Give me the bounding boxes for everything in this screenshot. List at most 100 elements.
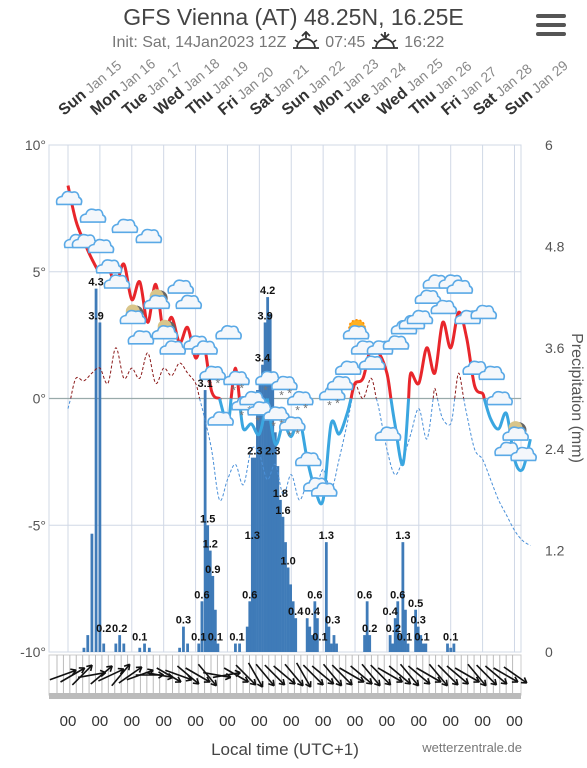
wind-arrow-shaft: [90, 665, 113, 685]
wind-arrow-head: [366, 678, 373, 685]
wind-arrow-icon: [322, 663, 343, 687]
axes: Precipitation (mm) 10° 5° 0° -5° -10° 6 4.8 3.6…: [20, 137, 585, 660]
hour-label: 00: [474, 713, 491, 730]
precip-value-label: 0.3: [325, 615, 340, 627]
precip-value-label: 0.1: [132, 632, 147, 644]
snowflake-mark: *: [239, 381, 244, 395]
precip-bar: [406, 643, 410, 652]
wind-arrow-shaft: [467, 663, 487, 687]
weather-cloud-icon: [191, 340, 218, 355]
snowflake-mark: *: [327, 399, 332, 413]
precip-bar: [404, 609, 407, 652]
weather-moon-icon: [143, 289, 171, 310]
cloud-shape: [502, 426, 529, 441]
precip-bar: [330, 643, 333, 652]
cloud-shape: [263, 406, 290, 421]
wind-arrow-icon: [311, 665, 335, 685]
temperature-line-below-zero: [389, 398, 411, 466]
precip-bar: [396, 601, 400, 652]
weather-cloud-icon: [95, 259, 123, 274]
temperature-line-below-zero: [237, 398, 269, 437]
precip-value-label: 3.4: [255, 353, 271, 365]
precip-bar: [216, 643, 220, 652]
wind-arrow-shaft: [476, 664, 497, 686]
precip-bar: [147, 647, 151, 652]
weather-cloud-icon: [326, 375, 354, 391]
wind-arrow-shaft: [339, 667, 365, 683]
day-date: Jan 29: [528, 57, 571, 96]
precip-value-label: 0.4: [305, 606, 321, 618]
wind-arrow-head: [278, 678, 286, 686]
wind-arrow-icon: [370, 664, 392, 686]
wind-arrow-icon: [197, 663, 218, 687]
weather-cloud-icon: [358, 355, 386, 370]
wind-arrow-head: [423, 678, 431, 685]
weather-moon-icon: [151, 319, 179, 340]
wind-arrow-shaft: [247, 662, 264, 688]
precip-bar: [335, 643, 338, 652]
left-axis-tick: 0°: [33, 391, 46, 407]
wind-arrow-icon: [273, 665, 296, 685]
precip-bar: [401, 542, 405, 652]
weather-cloud-icon: [167, 279, 195, 294]
wind-arrow-shaft: [493, 667, 519, 683]
wind-arrow-icon: [454, 667, 481, 683]
wind-arrow-icon: [407, 665, 431, 685]
cloud-shape: [326, 375, 354, 391]
wind-arrow-icon: [264, 664, 286, 686]
weather-cloud-icon: [87, 238, 115, 254]
wind-arrow-shaft: [49, 669, 77, 681]
precip-value-label: 3.1: [197, 378, 212, 390]
wind-arrow-icon: [284, 663, 304, 687]
precip-bar: [86, 635, 90, 652]
hour-label: 00: [60, 713, 77, 730]
weather-cloud-icon: [310, 482, 338, 497]
snowflake-mark: *: [208, 378, 213, 392]
hour-label: 00: [92, 713, 109, 730]
wind-arrow-head: [479, 679, 487, 687]
wind-arrow-shaft: [235, 664, 257, 686]
precip-value-label: 0.9: [205, 564, 220, 576]
cloud-shape: [191, 340, 218, 355]
cloud-shape: [103, 274, 131, 289]
right-axis-label: Precipitation (mm): [568, 333, 585, 463]
wind-arrow-shaft: [437, 664, 459, 686]
precip-bar: [118, 635, 122, 652]
weather-cloud-icon: [446, 279, 474, 294]
hamburger-menu-icon[interactable]: [536, 14, 566, 38]
wind-arrow-icon: [223, 667, 250, 683]
weather-sun-icon: [342, 318, 370, 340]
precip-bar: [234, 643, 237, 652]
wind-arrow-icon: [437, 664, 459, 686]
wind-arrow-shaft: [203, 671, 231, 679]
menu-bar: [536, 23, 566, 27]
wind-arrow-shaft: [273, 665, 296, 685]
sunrise-time: 07:45: [325, 34, 366, 51]
precip-value-label: 1.8: [273, 488, 288, 500]
wind-arrow-shaft: [111, 663, 131, 687]
precip-bar: [208, 550, 212, 652]
wind-arrow-head: [297, 679, 304, 687]
cloud-shape: [510, 446, 537, 462]
wind-arrow-icon: [156, 667, 182, 683]
temperature-line-above-zero: [229, 366, 241, 399]
precip-bar: [138, 647, 142, 652]
weather-cloud-icon: [175, 294, 203, 310]
wind-arrow-icon: [331, 664, 353, 686]
precip-bar: [102, 643, 106, 652]
wind-arrow-icon: [235, 664, 257, 686]
precip-bar: [248, 601, 252, 652]
cloud-shape: [294, 451, 322, 467]
day-name: Sun: [56, 87, 90, 119]
hour-label: 00: [123, 713, 140, 730]
wind-arrow-head: [357, 676, 365, 683]
snowflake-mark: *: [295, 427, 300, 441]
wind-arrow-shaft: [98, 668, 125, 682]
precip-bar: [416, 626, 420, 652]
precip-value-label: 2.3: [247, 446, 262, 458]
precip-value-label: 3.9: [257, 310, 272, 322]
cloud-shape: [143, 294, 171, 310]
precip-value-label: 1.3: [319, 530, 334, 542]
precip-bar: [414, 609, 418, 652]
cloud-shape: [278, 416, 306, 431]
